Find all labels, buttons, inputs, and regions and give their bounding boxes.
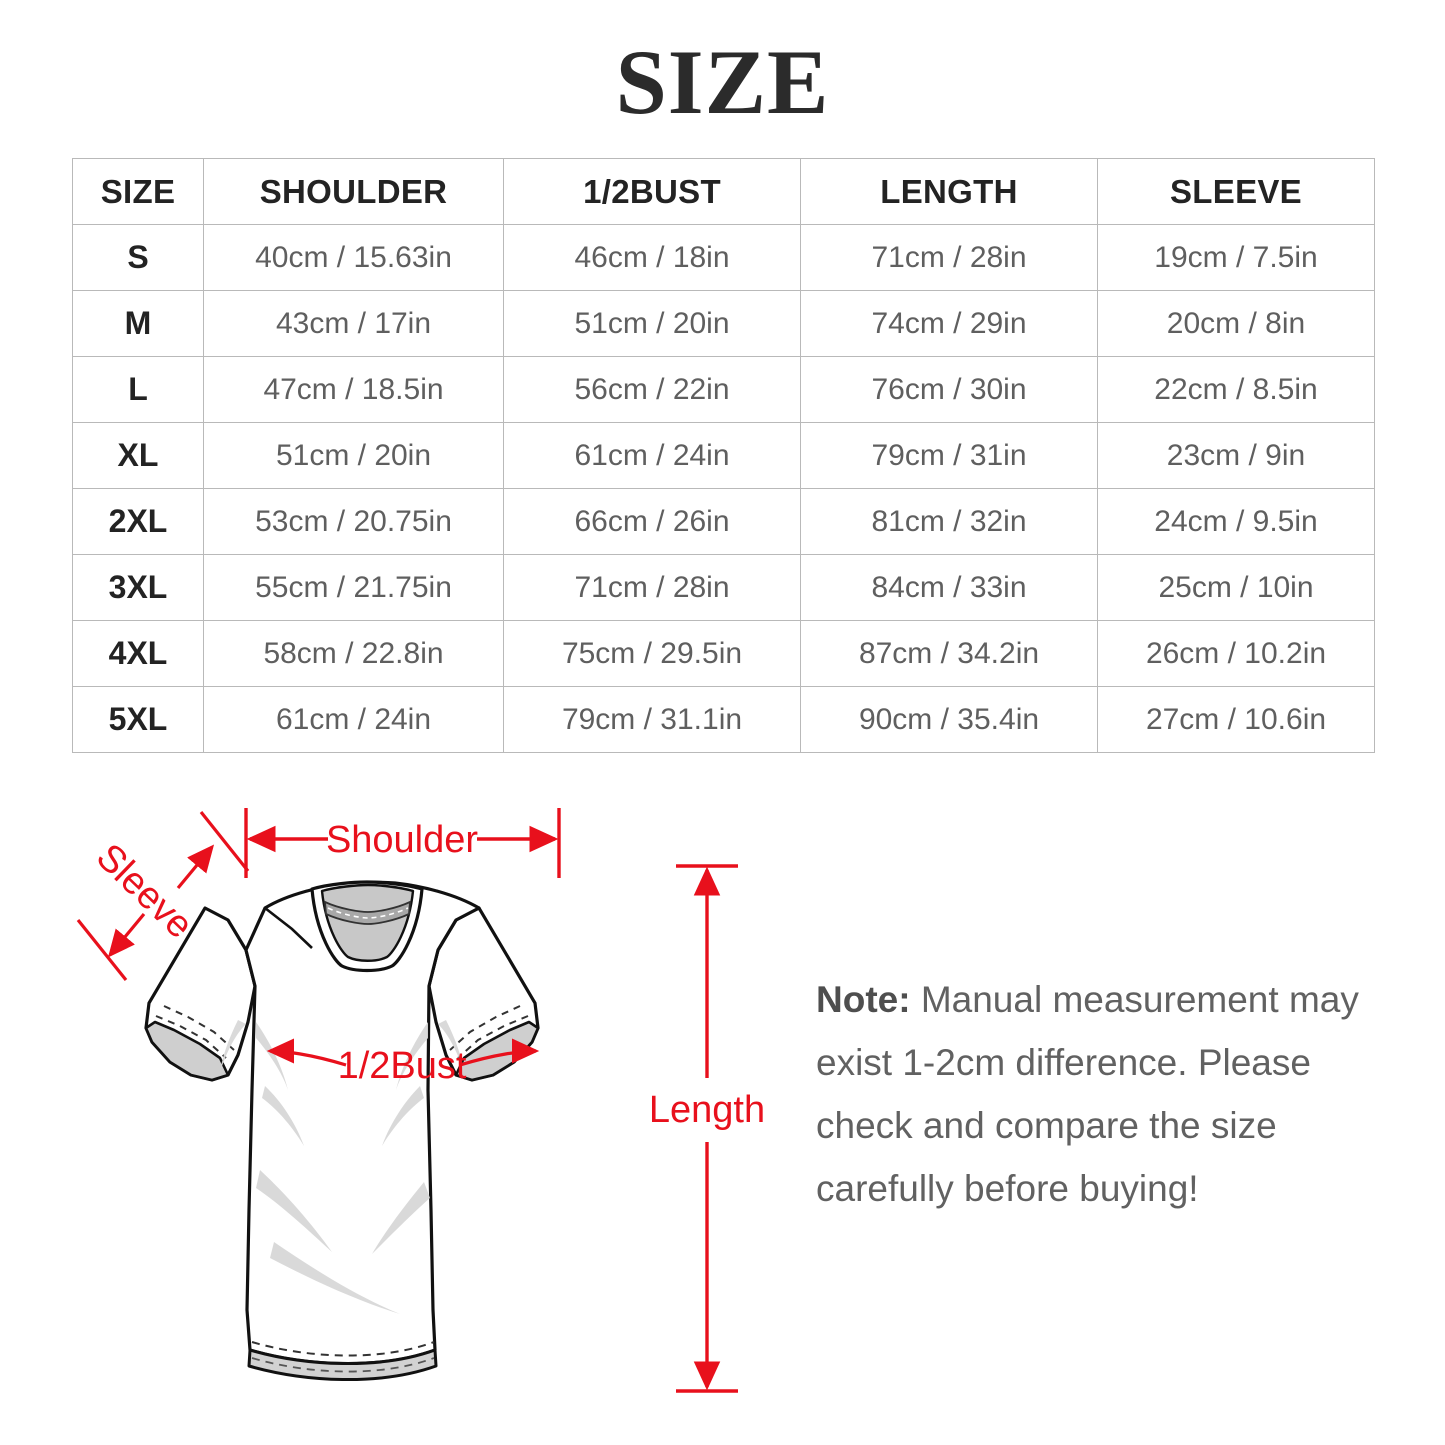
cell-length: 74cm / 29in — [800, 290, 1098, 357]
tshirt-hem-outer — [247, 1348, 438, 1381]
table-row: 2XL 53cm / 20.75in 66cm / 26in 81cm / 32… — [72, 488, 1375, 555]
cell-size: 5XL — [72, 686, 204, 753]
table-header-row: SIZE SHOULDER 1/2BUST LENGTH SLEEVE — [72, 158, 1375, 225]
table-row: S 40cm / 15.63in 46cm / 18in 71cm / 28in… — [72, 224, 1375, 291]
tshirt-left-cuff-stitch — [155, 1015, 227, 1059]
cell-shoulder: 51cm / 20in — [203, 422, 504, 489]
column-header-bust: 1/2BUST — [503, 158, 801, 225]
size-table: SIZE SHOULDER 1/2BUST LENGTH SLEEVE S 40… — [72, 158, 1375, 753]
shoulder-label: Shoulder — [326, 819, 478, 861]
sleeve-tick-lower — [76, 919, 128, 981]
cell-shoulder: 53cm / 20.75in — [203, 488, 504, 555]
cell-bust: 46cm / 18in — [503, 224, 801, 291]
tshirt-left-cuff-stitch-inner — [163, 1005, 235, 1051]
note-label: Note: — [816, 979, 911, 1020]
column-header-length: LENGTH — [800, 158, 1098, 225]
length-measurement-annotation: Length — [649, 864, 765, 1393]
tshirt-right-cuff-stitch-inner — [449, 1005, 521, 1051]
length-label: Length — [649, 1089, 765, 1131]
cell-size: XL — [72, 422, 204, 489]
table-row: XL 51cm / 20in 61cm / 24in 79cm / 31in 2… — [72, 422, 1375, 489]
cell-bust: 79cm / 31.1in — [503, 686, 801, 753]
cell-shoulder: 58cm / 22.8in — [203, 620, 504, 687]
cell-size: 3XL — [72, 554, 204, 621]
cell-shoulder: 43cm / 17in — [203, 290, 504, 357]
tshirt-left-shoulder-seam — [264, 906, 313, 949]
tshirt-measurement-diagram: Shoulder Sleeve 1/2Bust — [60, 790, 780, 1430]
cell-sleeve: 27cm / 10.6in — [1097, 686, 1375, 753]
cell-length: 71cm / 28in — [800, 224, 1098, 291]
cell-bust: 61cm / 24in — [503, 422, 801, 489]
note-body: Manual measurement may exist 1-2cm diffe… — [816, 979, 1359, 1209]
table-row: 5XL 61cm / 24in 79cm / 31.1in 90cm / 35.… — [72, 686, 1375, 753]
sleeve-arrow-upper — [176, 844, 215, 890]
tshirt-illustration — [144, 880, 540, 1381]
tshirt-right-cuff-stitch — [457, 1015, 529, 1059]
cell-length: 84cm / 33in — [800, 554, 1098, 621]
sleeve-arrow-lower — [107, 912, 146, 958]
cell-sleeve: 24cm / 9.5in — [1097, 488, 1375, 555]
cell-sleeve: 20cm / 8in — [1097, 290, 1375, 357]
cell-size: 4XL — [72, 620, 204, 687]
cell-bust: 66cm / 26in — [503, 488, 801, 555]
cell-size: S — [72, 224, 204, 291]
cell-sleeve: 19cm / 7.5in — [1097, 224, 1375, 291]
bust-arrow-left — [266, 1038, 347, 1067]
tshirt-left-cuff — [144, 1020, 230, 1082]
cell-shoulder: 47cm / 18.5in — [203, 356, 504, 423]
column-header-sleeve: SLEEVE — [1097, 158, 1375, 225]
tshirt-hem-stitch-lower — [251, 1357, 435, 1373]
column-header-size: SIZE — [72, 158, 204, 225]
shoulder-measurement-annotation: Shoulder — [244, 808, 561, 878]
sleeve-tick-upper — [199, 811, 250, 872]
cell-sleeve: 26cm / 10.2in — [1097, 620, 1375, 687]
cell-bust: 56cm / 22in — [503, 356, 801, 423]
cell-sleeve: 23cm / 9in — [1097, 422, 1375, 489]
sleeve-label: Sleeve — [88, 836, 201, 947]
cell-length: 76cm / 30in — [800, 356, 1098, 423]
bust-measurement-annotation: 1/2Bust — [266, 1038, 540, 1087]
cell-size: M — [72, 290, 204, 357]
cell-shoulder: 61cm / 24in — [203, 686, 504, 753]
cell-sleeve: 25cm / 10in — [1097, 554, 1375, 621]
cell-size: 2XL — [72, 488, 204, 555]
cell-size: L — [72, 356, 204, 423]
table-row: L 47cm / 18.5in 56cm / 22in 76cm / 30in … — [72, 356, 1375, 423]
cell-shoulder: 55cm / 21.75in — [203, 554, 504, 621]
table-row: M 43cm / 17in 51cm / 20in 74cm / 29in 20… — [72, 290, 1375, 357]
page-title: SIZE — [615, 31, 830, 133]
bust-label: 1/2Bust — [338, 1045, 467, 1087]
cell-length: 79cm / 31in — [800, 422, 1098, 489]
cell-bust: 51cm / 20in — [503, 290, 801, 357]
table-body: S 40cm / 15.63in 46cm / 18in 71cm / 28in… — [72, 224, 1375, 753]
cell-length: 81cm / 32in — [800, 488, 1098, 555]
cell-length: 90cm / 35.4in — [800, 686, 1098, 753]
table-row: 3XL 55cm / 21.75in 71cm / 28in 84cm / 33… — [72, 554, 1375, 621]
table-header: SIZE SHOULDER 1/2BUST LENGTH SLEEVE — [72, 158, 1375, 225]
note-text: Note: Manual measurement may exist 1-2cm… — [816, 968, 1386, 1220]
cell-bust: 75cm / 29.5in — [503, 620, 801, 687]
column-header-shoulder: SHOULDER — [203, 158, 504, 225]
cell-length: 87cm / 34.2in — [800, 620, 1098, 687]
cell-bust: 71cm / 28in — [503, 554, 801, 621]
table-row: 4XL 58cm / 22.8in 75cm / 29.5in 87cm / 3… — [72, 620, 1375, 687]
cell-shoulder: 40cm / 15.63in — [203, 224, 504, 291]
bust-arrow-right — [459, 1038, 540, 1067]
tshirt-hem-stitch-upper — [251, 1341, 435, 1357]
cell-sleeve: 22cm / 8.5in — [1097, 356, 1375, 423]
tshirt-collar-band — [323, 900, 412, 925]
